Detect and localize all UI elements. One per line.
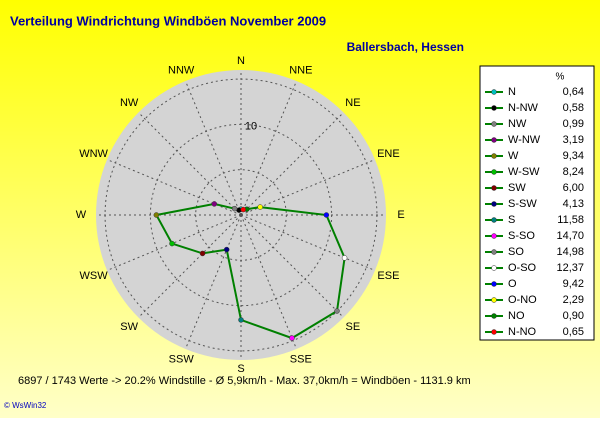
- legend-value: 9,34: [563, 150, 584, 162]
- direction-label: E: [397, 209, 404, 221]
- legend-label: O-SO: [508, 262, 537, 274]
- legend-value: 14,98: [556, 246, 584, 258]
- legend-marker: [491, 313, 497, 319]
- legend-marker: [491, 233, 497, 239]
- legend-label: NW: [508, 118, 527, 130]
- legend-marker: [491, 137, 497, 143]
- spoke: [240, 214, 344, 318]
- legend-label: S-SW: [508, 198, 537, 210]
- direction-label: SW: [120, 321, 138, 333]
- spoke: [240, 214, 297, 350]
- legend-marker: [491, 153, 497, 159]
- legend-value: 3,19: [563, 134, 584, 146]
- legend-value: 12,37: [556, 262, 584, 274]
- data-point: [223, 246, 230, 253]
- chart-subtitle: Ballersbach, Hessen: [347, 40, 464, 54]
- legend-marker: [491, 89, 497, 95]
- legend-value: 0,64: [563, 86, 584, 98]
- spoke: [240, 214, 376, 271]
- data-point: [169, 240, 175, 247]
- legend-label: S-SO: [508, 230, 535, 242]
- spoke: [106, 159, 242, 216]
- legend-value: 0,99: [563, 118, 584, 130]
- direction-label: N: [237, 55, 245, 67]
- legend-value: 14,70: [556, 230, 584, 242]
- legend-marker: [491, 169, 497, 175]
- legend-value: 6,00: [563, 182, 584, 194]
- legend-label: O-NO: [508, 294, 537, 306]
- legend-value: 0,65: [563, 326, 584, 338]
- direction-label: ESE: [377, 270, 399, 282]
- direction-label: ENE: [377, 148, 400, 160]
- direction-label: NNW: [168, 65, 195, 77]
- legend-marker: [491, 265, 497, 271]
- data-point: [341, 255, 348, 261]
- spoke: [240, 112, 344, 216]
- legend-label: N-NW: [508, 102, 539, 114]
- legend-label: W-NW: [508, 134, 541, 146]
- spoke: [138, 214, 242, 318]
- legend-value: 0,90: [563, 310, 584, 322]
- spoke: [138, 112, 242, 216]
- legend-label: N: [508, 86, 516, 98]
- legend-marker: [491, 249, 497, 255]
- data-point: [334, 308, 340, 314]
- spoke: [106, 214, 242, 271]
- legend-value: 4,13: [563, 198, 584, 210]
- legend-marker: [491, 185, 497, 191]
- data-point: [153, 212, 160, 218]
- data-point: [289, 335, 295, 341]
- direction-label: NNE: [289, 65, 312, 77]
- data-point: [211, 201, 218, 207]
- legend-label: NO: [508, 310, 525, 322]
- direction-label: SSW: [169, 353, 195, 365]
- legend-label: O: [508, 278, 517, 290]
- direction-label: W: [76, 209, 87, 221]
- spoke: [185, 80, 242, 216]
- legend-value: 0,58: [563, 102, 584, 114]
- legend-value: 11,58: [557, 214, 584, 226]
- direction-label: NW: [120, 97, 139, 109]
- spoke: [240, 80, 297, 216]
- direction-label: WNW: [79, 148, 108, 160]
- direction-label: SE: [346, 321, 361, 333]
- legend-marker: [491, 105, 497, 111]
- data-point: [199, 250, 206, 257]
- chart-title: Verteilung Windrichtung Windböen Novembe…: [10, 13, 326, 28]
- spoke: [240, 159, 376, 216]
- legend-label: N-NO: [508, 326, 537, 338]
- direction-label: WSW: [80, 270, 109, 282]
- legend-marker: [491, 297, 497, 303]
- legend-marker: [491, 121, 497, 127]
- legend-marker: [491, 281, 497, 287]
- direction-label: SSE: [290, 353, 312, 365]
- data-point: [240, 206, 247, 213]
- direction-label: NE: [345, 97, 360, 109]
- spoke: [185, 214, 242, 350]
- legend-label: SW: [508, 182, 526, 194]
- legend-value: 8,24: [563, 166, 584, 178]
- r-tick-label: 10: [245, 120, 257, 132]
- legend-label: S: [508, 214, 515, 226]
- legend-marker: [491, 329, 497, 335]
- legend-header: %: [556, 72, 565, 83]
- data-point: [231, 205, 238, 212]
- direction-label: S: [237, 363, 244, 375]
- legend-marker: [491, 201, 497, 207]
- footer: 6897 / 1743 Werte -> 20.2% Windstille - …: [18, 375, 471, 387]
- credit: © WsWin32: [4, 401, 47, 410]
- legend-marker: [491, 217, 497, 223]
- legend-label: SO: [508, 246, 524, 258]
- data-point: [323, 212, 330, 218]
- legend-value: 9,42: [563, 278, 584, 290]
- legend-label: W: [508, 150, 519, 162]
- legend-value: 2,29: [563, 294, 584, 306]
- legend-label: W-SW: [508, 166, 540, 178]
- data-point: [238, 317, 244, 323]
- data-point: [257, 204, 263, 210]
